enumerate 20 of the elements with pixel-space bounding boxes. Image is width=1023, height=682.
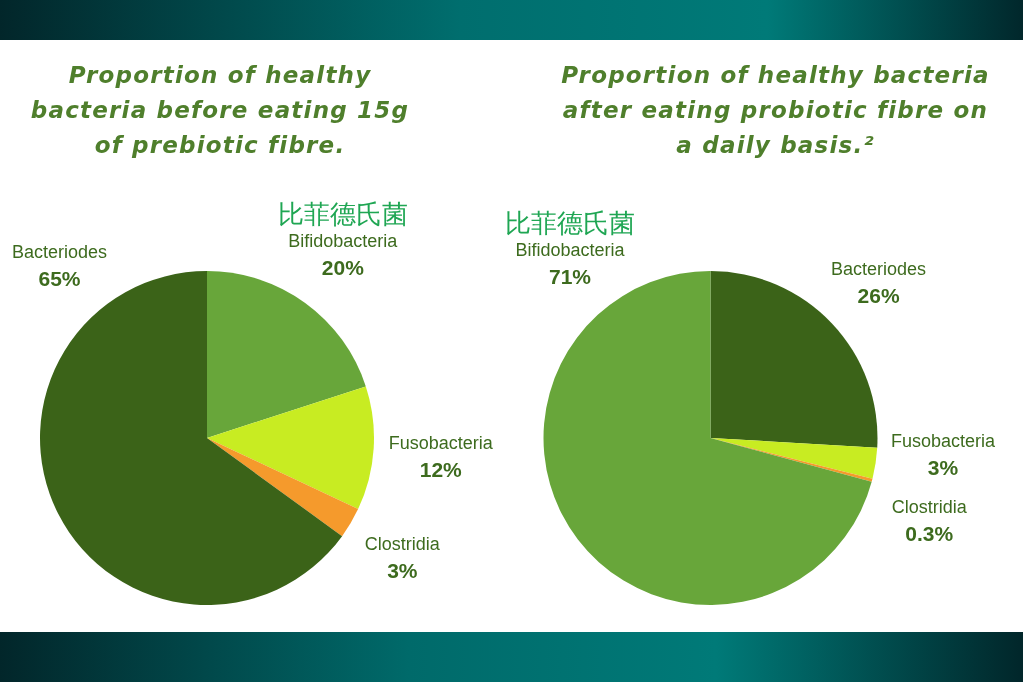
title: Proportion of healthy bacteria before eating 15g of prebiotic fibre. bbox=[30, 62, 410, 158]
category-label: Bifidobacteria bbox=[515, 239, 625, 260]
value-label: 71% bbox=[549, 264, 592, 288]
value-label: 65% bbox=[38, 267, 81, 291]
value-label: 26% bbox=[857, 284, 900, 308]
annotation: 比菲德氏菌 bbox=[505, 207, 636, 238]
category-label: Bifidobacteria bbox=[288, 231, 398, 252]
value-label: 3% bbox=[927, 456, 959, 480]
category-label: Clostridia bbox=[891, 497, 967, 518]
value-label: 0.3% bbox=[905, 522, 954, 546]
category-label: Fusobacteria bbox=[388, 432, 493, 453]
value-label: 3% bbox=[387, 558, 418, 582]
category-label: Clostridia bbox=[364, 533, 440, 554]
title: Proportion of healthy bacteria after eating probiotic fibre on a daily basis.² bbox=[561, 62, 990, 158]
value-label: 12% bbox=[419, 457, 462, 481]
category-label: Bacteriodes bbox=[12, 242, 108, 263]
category-label: Fusobacteria bbox=[890, 431, 995, 452]
category-label: Bacteriodes bbox=[831, 259, 927, 280]
value-label: 20% bbox=[321, 256, 364, 280]
annotation: 比菲德氏菌 bbox=[277, 199, 408, 230]
